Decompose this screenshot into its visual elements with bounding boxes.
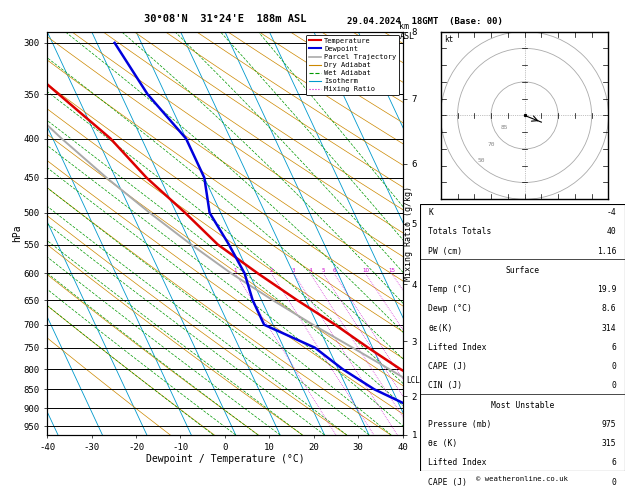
Text: 85: 85 [501, 125, 509, 130]
Text: kt: kt [444, 35, 454, 44]
Text: 6: 6 [611, 458, 616, 468]
Y-axis label: hPa: hPa [12, 225, 22, 242]
Text: θε (K): θε (K) [428, 439, 458, 448]
Text: 1.16: 1.16 [597, 246, 616, 256]
Text: Mixing Ratio (g/kg): Mixing Ratio (g/kg) [404, 186, 413, 281]
Text: Pressure (mb): Pressure (mb) [428, 420, 492, 429]
Text: 19.9: 19.9 [597, 285, 616, 294]
Text: 314: 314 [602, 324, 616, 332]
Text: 50: 50 [477, 158, 485, 163]
Text: 3: 3 [292, 268, 296, 274]
Text: 29.04.2024  18GMT  (Base: 00): 29.04.2024 18GMT (Base: 00) [347, 17, 503, 26]
Text: 315: 315 [602, 439, 616, 448]
Text: CAPE (J): CAPE (J) [428, 362, 467, 371]
Text: Surface: Surface [505, 266, 540, 275]
Text: 1: 1 [234, 268, 237, 274]
Text: 975: 975 [602, 420, 616, 429]
Text: 0: 0 [611, 382, 616, 390]
Text: Lifted Index: Lifted Index [428, 458, 487, 468]
Text: K: K [428, 208, 433, 217]
Text: 8.6: 8.6 [602, 304, 616, 313]
Legend: Temperature, Dewpoint, Parcel Trajectory, Dry Adiabat, Wet Adiabat, Isotherm, Mi: Temperature, Dewpoint, Parcel Trajectory… [306, 35, 399, 95]
Text: 10: 10 [362, 268, 369, 274]
Text: 0: 0 [611, 362, 616, 371]
Text: Temp (°C): Temp (°C) [428, 285, 472, 294]
Text: CIN (J): CIN (J) [428, 382, 462, 390]
Text: Dewp (°C): Dewp (°C) [428, 304, 472, 313]
Text: 6: 6 [611, 343, 616, 352]
Text: 15: 15 [388, 268, 395, 274]
Text: -4: -4 [606, 208, 616, 217]
Text: 6: 6 [332, 268, 336, 274]
Text: 0: 0 [611, 478, 616, 486]
Text: 5: 5 [321, 268, 325, 274]
Text: 40: 40 [606, 227, 616, 236]
Text: LCL: LCL [406, 376, 420, 385]
Text: 30°08'N  31°24'E  188m ASL: 30°08'N 31°24'E 188m ASL [143, 14, 306, 23]
Text: 70: 70 [487, 141, 495, 147]
Text: CAPE (J): CAPE (J) [428, 478, 467, 486]
Text: © weatheronline.co.uk: © weatheronline.co.uk [476, 476, 568, 482]
X-axis label: Dewpoint / Temperature (°C): Dewpoint / Temperature (°C) [145, 454, 304, 465]
Text: km
ASL: km ASL [399, 22, 415, 41]
Text: Lifted Index: Lifted Index [428, 343, 487, 352]
Text: 2: 2 [270, 268, 273, 274]
Text: Most Unstable: Most Unstable [491, 400, 554, 410]
Text: Totals Totals: Totals Totals [428, 227, 492, 236]
Text: θε(K): θε(K) [428, 324, 453, 332]
Text: PW (cm): PW (cm) [428, 246, 462, 256]
Text: 4: 4 [308, 268, 312, 274]
